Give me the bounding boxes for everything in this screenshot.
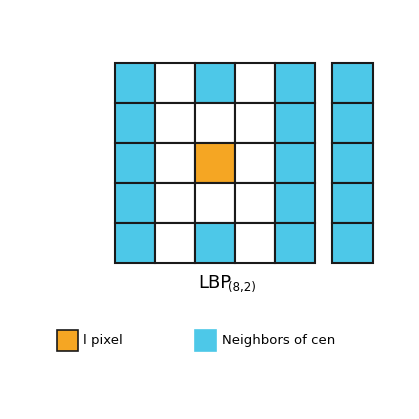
Bar — [155, 183, 195, 223]
Bar — [115, 223, 155, 263]
Bar — [275, 223, 315, 263]
Bar — [235, 103, 275, 143]
Bar — [195, 63, 235, 103]
Bar — [333, 63, 372, 103]
Text: (8,2): (8,2) — [228, 281, 256, 294]
Bar — [333, 143, 372, 183]
Bar — [235, 183, 275, 223]
Bar — [195, 103, 235, 143]
Bar — [155, 223, 195, 263]
Bar — [57, 330, 78, 351]
Bar — [275, 103, 315, 143]
Bar — [235, 223, 275, 263]
Bar — [195, 143, 235, 183]
Bar — [115, 143, 155, 183]
Bar — [235, 63, 275, 103]
Text: l pixel: l pixel — [83, 334, 123, 347]
Bar — [333, 223, 372, 263]
Bar — [275, 63, 315, 103]
Bar — [195, 183, 235, 223]
Bar — [275, 143, 315, 183]
Text: LBP: LBP — [198, 274, 231, 292]
Bar — [195, 330, 216, 351]
Bar — [155, 63, 195, 103]
Bar — [115, 103, 155, 143]
Bar — [115, 63, 155, 103]
Bar — [333, 183, 372, 223]
Bar — [155, 143, 195, 183]
Bar — [235, 143, 275, 183]
Bar — [195, 223, 235, 263]
Bar — [275, 183, 315, 223]
Text: Neighbors of cen: Neighbors of cen — [222, 334, 335, 347]
Bar — [155, 103, 195, 143]
Bar — [333, 103, 372, 143]
Bar — [115, 183, 155, 223]
